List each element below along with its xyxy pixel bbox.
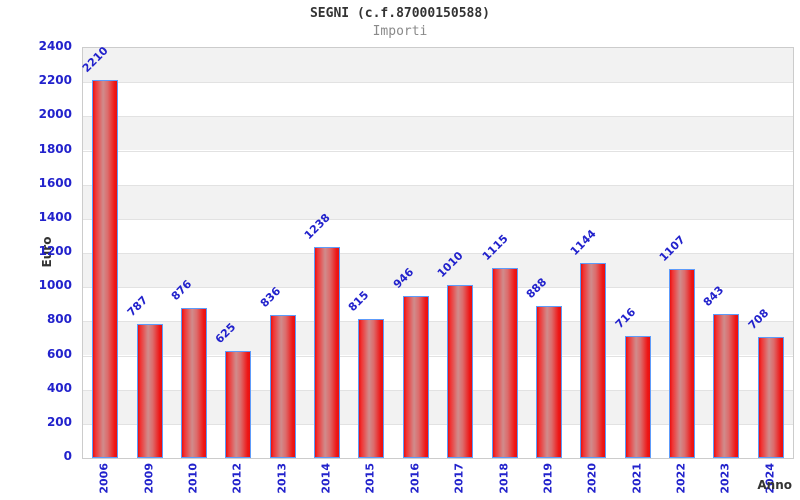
plot-area: 2210 787 876 625 836 1238 815 946 1010 1115 888 114…	[80, 45, 794, 459]
y-tick-label: 0	[63, 449, 72, 463]
bar-2018	[491, 267, 518, 458]
x-tick-label: 2014	[319, 463, 333, 494]
x-axis-title: Anno	[757, 478, 792, 492]
bar-2010	[180, 308, 207, 458]
x-tick-label: 2006	[97, 463, 111, 494]
x-tick-label: 2018	[497, 463, 511, 494]
bar-2016	[402, 296, 429, 458]
bar-2023	[713, 314, 740, 458]
grid-line	[83, 355, 793, 357]
y-tick-label: 2200	[38, 73, 72, 88]
x-tick-label: 2022	[674, 463, 688, 494]
x-tick-label: 2017	[452, 463, 466, 494]
bar-2017	[447, 285, 474, 458]
background-band	[83, 116, 793, 151]
chart-subtitle: Importi	[372, 24, 428, 39]
x-tick-label: 2021	[630, 463, 644, 494]
y-tick-label: 2400	[38, 39, 72, 53]
grid-line	[83, 184, 793, 186]
y-tick-label: 1200	[38, 244, 72, 258]
grid-line	[83, 116, 793, 118]
bar-2015	[358, 318, 385, 458]
background-band	[83, 48, 793, 83]
y-tick-label: 1400	[38, 209, 72, 224]
grid-line	[83, 287, 793, 289]
x-tick-label: 2013	[275, 463, 289, 494]
y-tick-label: 1800	[38, 141, 72, 156]
background-band	[83, 82, 793, 117]
y-tick-label: 200	[46, 414, 72, 429]
y-tick-label: 2000	[38, 107, 72, 122]
grid-line	[83, 253, 793, 254]
bar-2022	[669, 268, 696, 458]
x-tick-label: 2019	[541, 463, 555, 494]
x-tick-label: 2020	[585, 463, 599, 494]
grid-line	[83, 389, 793, 391]
bar-2006	[92, 80, 119, 458]
y-tick-label: 1000	[38, 278, 72, 293]
bar-2014	[314, 246, 341, 458]
x-tick-label: 2012	[230, 463, 244, 494]
y-tick-label: 800	[46, 312, 72, 327]
bar-2009	[136, 323, 163, 458]
grid-line	[83, 82, 793, 84]
bar-2013	[269, 315, 296, 458]
x-tick-label: 2015	[363, 463, 377, 494]
y-tick-label: 1600	[38, 175, 72, 190]
background-band	[83, 218, 793, 253]
bar-2019	[535, 306, 562, 458]
y-tick-label: 400	[46, 380, 72, 395]
grid-line	[83, 150, 793, 152]
x-tick-label: 2010	[186, 463, 200, 494]
grid-line	[83, 423, 793, 425]
bar-2020	[580, 262, 607, 458]
grid-line	[83, 218, 793, 220]
background-band	[83, 184, 793, 219]
bar-2021	[624, 335, 651, 458]
bar-2012	[225, 351, 252, 458]
background-band	[83, 150, 793, 185]
bar-2024	[757, 337, 784, 458]
x-tick-label: 2009	[142, 463, 156, 494]
grid-line	[83, 321, 793, 323]
x-tick-label: 2023	[718, 463, 732, 494]
chart-title: SEGNI (c.f.87000150588)	[309, 6, 490, 21]
x-tick-label: 2016	[408, 463, 422, 494]
y-tick-label: 600	[46, 346, 72, 361]
